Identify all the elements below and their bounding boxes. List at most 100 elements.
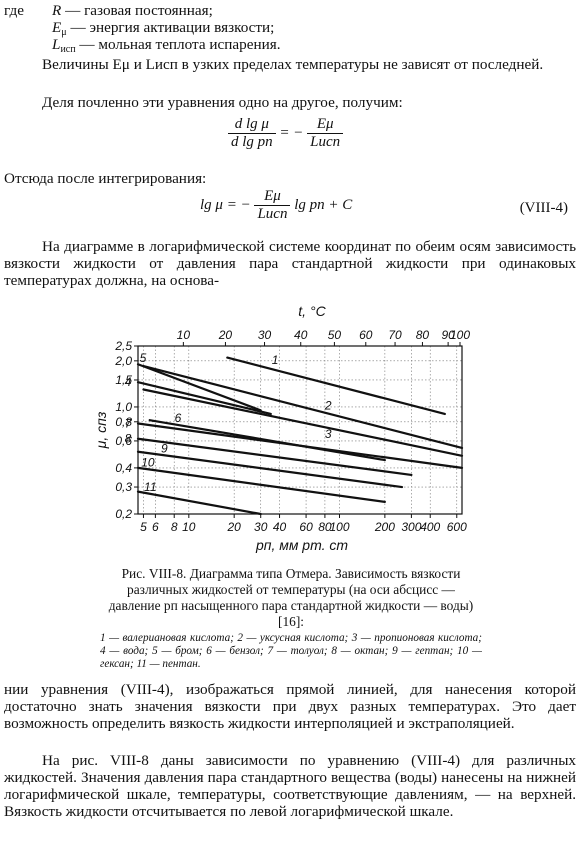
x-tick-label: 80 <box>318 520 332 534</box>
series-label-4: 4 <box>125 375 132 389</box>
series-line-10 <box>136 466 386 503</box>
series-label-8: 8 <box>125 432 132 446</box>
series-line-7 <box>136 422 464 469</box>
top-tick-label: 10 <box>177 328 191 342</box>
paragraph-text: Величины Eμ и Lисп в узких пределах темп… <box>42 56 544 73</box>
paragraph-2: Деля почленно эти уравнения одно на друг… <box>4 94 576 111</box>
definition-symbol: R <box>52 2 62 19</box>
viscosity-chart: 12345678910112,52,01,51,00,80,60,40,30,2… <box>93 303 470 553</box>
y-tick-label: 2,5 <box>114 339 132 353</box>
top-axis-label: t, °C <box>298 303 326 319</box>
series-label-7: 7 <box>125 416 133 430</box>
y-tick-label: 0,4 <box>115 461 132 475</box>
x-tick-label: 600 <box>447 520 467 534</box>
x-tick-label: 300 <box>401 520 421 534</box>
paragraph-3: Отсюда после интегрирования: <box>4 170 576 187</box>
y-tick-label: 0,2 <box>115 507 132 521</box>
paragraph-text: Деля почленно эти уравнения одно на друг… <box>42 94 403 111</box>
figure-caption: Рис. VIII-8. Диаграмма типа Отмера. Зави… <box>108 566 474 629</box>
top-tick-label: 60 <box>359 328 373 342</box>
y-tick-label: 1,0 <box>115 400 132 414</box>
x-tick-label: 6 <box>152 520 159 534</box>
top-tick-label: 70 <box>388 328 402 342</box>
fraction-numerator: d lg μ <box>228 116 276 134</box>
series-label-1: 1 <box>272 353 279 367</box>
top-tick-label: 50 <box>328 328 342 342</box>
equation-fraction: Eμ Lисп <box>254 188 291 223</box>
series-line-5 <box>136 363 262 412</box>
definition-row: где R — газовая постоянная; <box>4 2 576 19</box>
series-label-5: 5 <box>140 351 147 365</box>
series-line-2 <box>142 364 464 450</box>
fraction-denominator: Lисп <box>257 206 288 222</box>
series-line-3 <box>142 388 464 457</box>
equation-operator: = − <box>279 124 304 141</box>
paragraph-text: На рис. VIII-8 даны зависимости по уравн… <box>4 752 576 820</box>
definition-symbol: E <box>52 19 62 36</box>
series-label-2: 2 <box>324 399 332 413</box>
definition-text: — мольная теплота испарения. <box>75 36 281 53</box>
series-line-1 <box>226 356 446 416</box>
bottom-axis-label: pп, мм рт. ст <box>255 537 348 553</box>
x-tick-label: 100 <box>329 520 349 534</box>
y-tick-label: 0,3 <box>115 480 132 494</box>
x-tick-label: 40 <box>273 520 287 534</box>
series-label-6: 6 <box>175 411 182 425</box>
definition-label: где <box>4 2 24 19</box>
x-tick-label: 30 <box>254 520 268 534</box>
paragraph-5: нии уравнения (VIII-4), изображаться пря… <box>4 681 576 732</box>
plot-frame <box>137 345 463 515</box>
definition-subscript: исп <box>60 44 76 55</box>
x-tick-label: 200 <box>374 520 395 534</box>
series-label-11: 11 <box>144 480 156 494</box>
top-tick-label: 30 <box>258 328 272 342</box>
x-tick-label: 400 <box>420 520 440 534</box>
equation-1: d lg μ d lg pп = − Eμ Lисп <box>228 116 344 151</box>
series-label-10: 10 <box>141 455 155 469</box>
equation-rhs: lg pп + C <box>294 196 353 213</box>
top-tick-label: 20 <box>218 328 233 342</box>
definition-row: Lисп — мольная теплота испарения. <box>4 36 576 55</box>
top-tick-label: 80 <box>416 328 430 342</box>
y-tick-label: 0,8 <box>115 415 132 429</box>
series-line-8 <box>136 437 413 477</box>
definition-row: Eμ — энергия активации вязкости; <box>4 19 576 38</box>
paragraph-text: На диаграмме в логарифмической системе к… <box>4 238 576 289</box>
definition-text: — газовая постоянная; <box>61 2 213 19</box>
x-tick-label: 5 <box>140 520 147 534</box>
x-tick-label: 10 <box>182 520 196 534</box>
x-tick-label: 60 <box>299 520 313 534</box>
paragraph-6: На рис. VIII-8 даны зависимости по уравн… <box>4 752 576 820</box>
x-tick-label: 8 <box>171 520 178 534</box>
top-tick-label: 40 <box>294 328 308 342</box>
definition-text: — энергия активации вязкости; <box>66 19 275 36</box>
series-label-3: 3 <box>325 427 332 441</box>
equation-2: lg μ = − Eμ Lисп lg pп + C (VIII-4) <box>200 188 576 223</box>
y-tick-label: 0,6 <box>115 434 132 448</box>
paragraph-4: На диаграмме в логарифмической системе к… <box>4 238 576 289</box>
y-tick-label: 1,5 <box>115 373 132 387</box>
series-line-9 <box>136 450 404 489</box>
y-axis-label: μ, спз <box>93 411 109 449</box>
y-tick-label: 2,0 <box>114 354 132 368</box>
top-tick-label: 90 <box>441 328 455 342</box>
figure-legend: 1 — валериановая кислота; 2 — уксусная к… <box>100 632 482 670</box>
paragraph-1: Величины Eμ и Lисп в узких пределах темп… <box>4 56 576 73</box>
equation-number: (VIII-4) <box>519 200 568 216</box>
definition-subscript: μ <box>61 27 67 38</box>
fraction-denominator: d lg pп <box>231 134 273 150</box>
definition-symbol: L <box>52 36 61 53</box>
definitions-list: где R — газовая постоянная; Eμ — энергия … <box>4 2 576 55</box>
series-label-9: 9 <box>161 441 168 455</box>
fraction-denominator: Lисп <box>310 134 341 150</box>
x-tick-label: 20 <box>226 520 241 534</box>
top-tick-label: 100 <box>450 328 470 342</box>
series-line-11 <box>136 490 262 516</box>
fraction-numerator: Eμ <box>254 188 291 206</box>
paragraph-text: нии уравнения (VIII-4), изображаться пря… <box>4 681 576 732</box>
series-line-4 <box>136 381 272 416</box>
equation-fraction: Eμ Lисп <box>307 116 344 151</box>
equation-fraction: d lg μ d lg pп <box>228 116 276 151</box>
paragraph-text: Отсюда после интегрирования: <box>4 170 207 187</box>
